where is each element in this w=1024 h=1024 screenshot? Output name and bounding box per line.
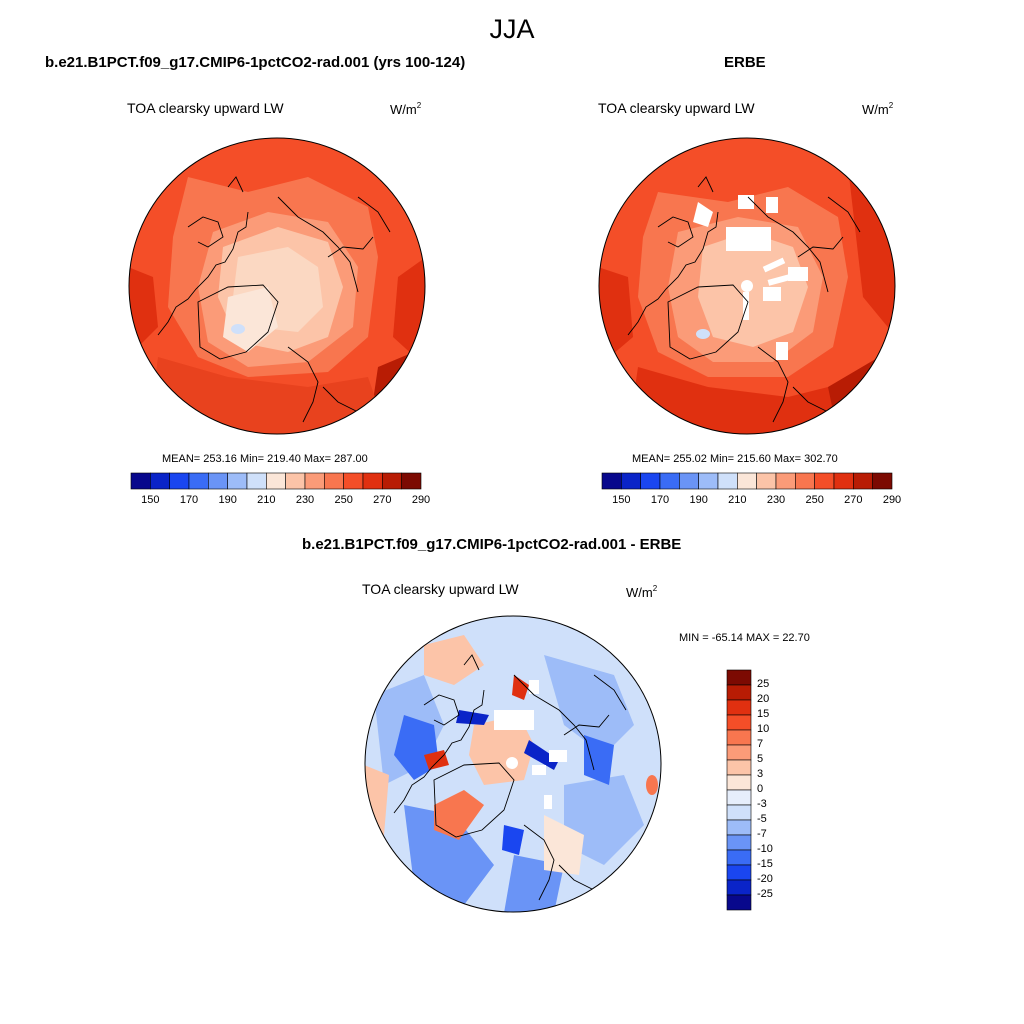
diff-colorbar (726, 669, 752, 911)
diff-colorbar-box (726, 819, 752, 836)
diff-colorbar-box (726, 789, 752, 806)
diff-colorbar-box (726, 774, 752, 791)
obs-colorbar-box (640, 472, 661, 490)
model-colorbar-tick: 170 (179, 494, 199, 506)
model-colorbar-tick: 290 (411, 494, 431, 506)
diff-colorbar-box (726, 669, 752, 686)
model-variable-label: TOA clearsky upward LW (127, 100, 284, 116)
diff-colorbar-box (726, 804, 752, 821)
diff-colorbar-tick: -7 (757, 828, 767, 840)
obs-colorbar-box (601, 472, 622, 490)
model-colorbar-tick: 150 (141, 494, 160, 506)
model-colorbar-tick: 210 (257, 494, 276, 506)
diff-units-label: W/m2 (626, 584, 658, 600)
obs-colorbar-tick: 270 (844, 494, 863, 506)
obs-colorbar-box (621, 472, 641, 490)
diff-colorbar-box (726, 894, 752, 911)
model-colorbar-box (169, 472, 190, 490)
model-colorbar-box (246, 472, 267, 490)
model-units-label: W/m2 (390, 101, 422, 117)
obs-colorbar-tick: 190 (689, 494, 708, 506)
model-colorbar-box (401, 472, 422, 490)
obs-colorbar-tick: 170 (650, 494, 670, 506)
diff-colorbar-box (726, 834, 752, 851)
model-colorbar-box (208, 472, 228, 490)
obs-colorbar-tick: 210 (728, 494, 747, 506)
diff-stats: MIN = -65.14 MAX = 22.70 (679, 632, 810, 644)
model-colorbar-box (188, 472, 209, 490)
obs-colorbar-box (737, 472, 757, 490)
model-colorbar-tick: 230 (295, 494, 315, 506)
diff-colorbar-tick: 7 (757, 738, 764, 750)
diff-colorbar-tick: 3 (757, 768, 764, 780)
diff-polar-map (364, 615, 662, 913)
diff-colorbar-tick: 0 (757, 783, 764, 795)
diff-colorbar-ticks: 25 20 15 10 7 5 3 0 -3 -5 -7 -10 -15 -20 -25 (757, 670, 797, 910)
diff-variable-label: TOA clearsky upward LW (362, 581, 519, 597)
diff-colorbar-box (726, 744, 752, 761)
model-colorbar-box (285, 472, 306, 490)
diff-colorbar-tick: -3 (757, 798, 767, 810)
obs-stats: MEAN= 255.02 Min= 215.60 Max= 302.70 (632, 453, 838, 465)
obs-colorbar-box (698, 472, 719, 490)
model-colorbar-box (227, 472, 248, 490)
diff-colorbar-box (726, 849, 752, 866)
diff-colorbar-tick: -5 (757, 813, 767, 825)
model-colorbar-box (343, 472, 364, 490)
model-colorbar-box (362, 472, 383, 490)
diff-colorbar-tick: 15 (757, 708, 770, 720)
diff-case-title: b.e21.B1PCT.f09_g17.CMIP6-1pctCO2-rad.00… (302, 536, 682, 553)
obs-colorbar-tick: 230 (766, 494, 786, 506)
obs-colorbar-box (872, 472, 893, 490)
obs-polar-map (598, 137, 896, 435)
figure-title: JJA (489, 14, 535, 44)
obs-colorbar-box (756, 472, 777, 490)
model-colorbar-box (382, 472, 402, 490)
model-colorbar-tick: 190 (218, 494, 237, 506)
model-colorbar-box (304, 472, 325, 490)
model-colorbar-tick: 250 (334, 494, 353, 506)
obs-variable-label: TOA clearsky upward LW (598, 100, 755, 116)
model-colorbar-box (266, 472, 286, 490)
diff-colorbar-tick: -10 (757, 843, 773, 855)
model-colorbar-box (324, 472, 344, 490)
diff-colorbar-tick: 5 (757, 753, 764, 765)
model-colorbar-tick: 270 (373, 494, 392, 506)
obs-units-label: W/m2 (862, 101, 894, 117)
model-stats: MEAN= 253.16 Min= 219.40 Max= 287.00 (162, 453, 368, 465)
model-colorbar-box (150, 472, 170, 490)
obs-colorbar-box (833, 472, 854, 490)
diff-colorbar-tick: 10 (757, 723, 770, 735)
diff-colorbar-box (726, 729, 752, 746)
obs-colorbar (601, 472, 893, 490)
model-case-title: b.e21.B1PCT.f09_g17.CMIP6-1pctCO2-rad.00… (45, 54, 466, 71)
model-colorbar-box (130, 472, 151, 490)
diff-colorbar-box (726, 699, 752, 716)
model-colorbar-ticks: 150 170 190 210 230 250 270 290 (131, 494, 430, 508)
obs-colorbar-tick: 290 (882, 494, 902, 506)
obs-colorbar-tick: 250 (805, 494, 824, 506)
diff-colorbar-box (726, 879, 752, 896)
obs-case-title: ERBE (724, 54, 766, 71)
diff-colorbar-box (726, 684, 752, 701)
model-polar-map (128, 137, 426, 435)
diff-colorbar-tick: -25 (757, 888, 773, 900)
obs-colorbar-box (775, 472, 796, 490)
obs-colorbar-box (679, 472, 699, 490)
diff-colorbar-box (726, 714, 752, 731)
model-colorbar (130, 472, 422, 490)
diff-colorbar-tick: 20 (757, 693, 770, 705)
diff-colorbar-box (726, 864, 752, 881)
obs-colorbar-box (659, 472, 680, 490)
obs-colorbar-box (853, 472, 873, 490)
diff-colorbar-tick: -15 (757, 858, 773, 870)
obs-colorbar-box (795, 472, 815, 490)
obs-colorbar-box (814, 472, 835, 490)
obs-colorbar-tick: 150 (612, 494, 631, 506)
diff-colorbar-tick: -20 (757, 873, 773, 885)
diff-colorbar-box (726, 759, 752, 776)
obs-colorbar-box (717, 472, 738, 490)
diff-colorbar-tick: 25 (757, 678, 770, 690)
obs-colorbar-ticks: 150 170 190 210 230 250 270 290 (602, 494, 901, 508)
